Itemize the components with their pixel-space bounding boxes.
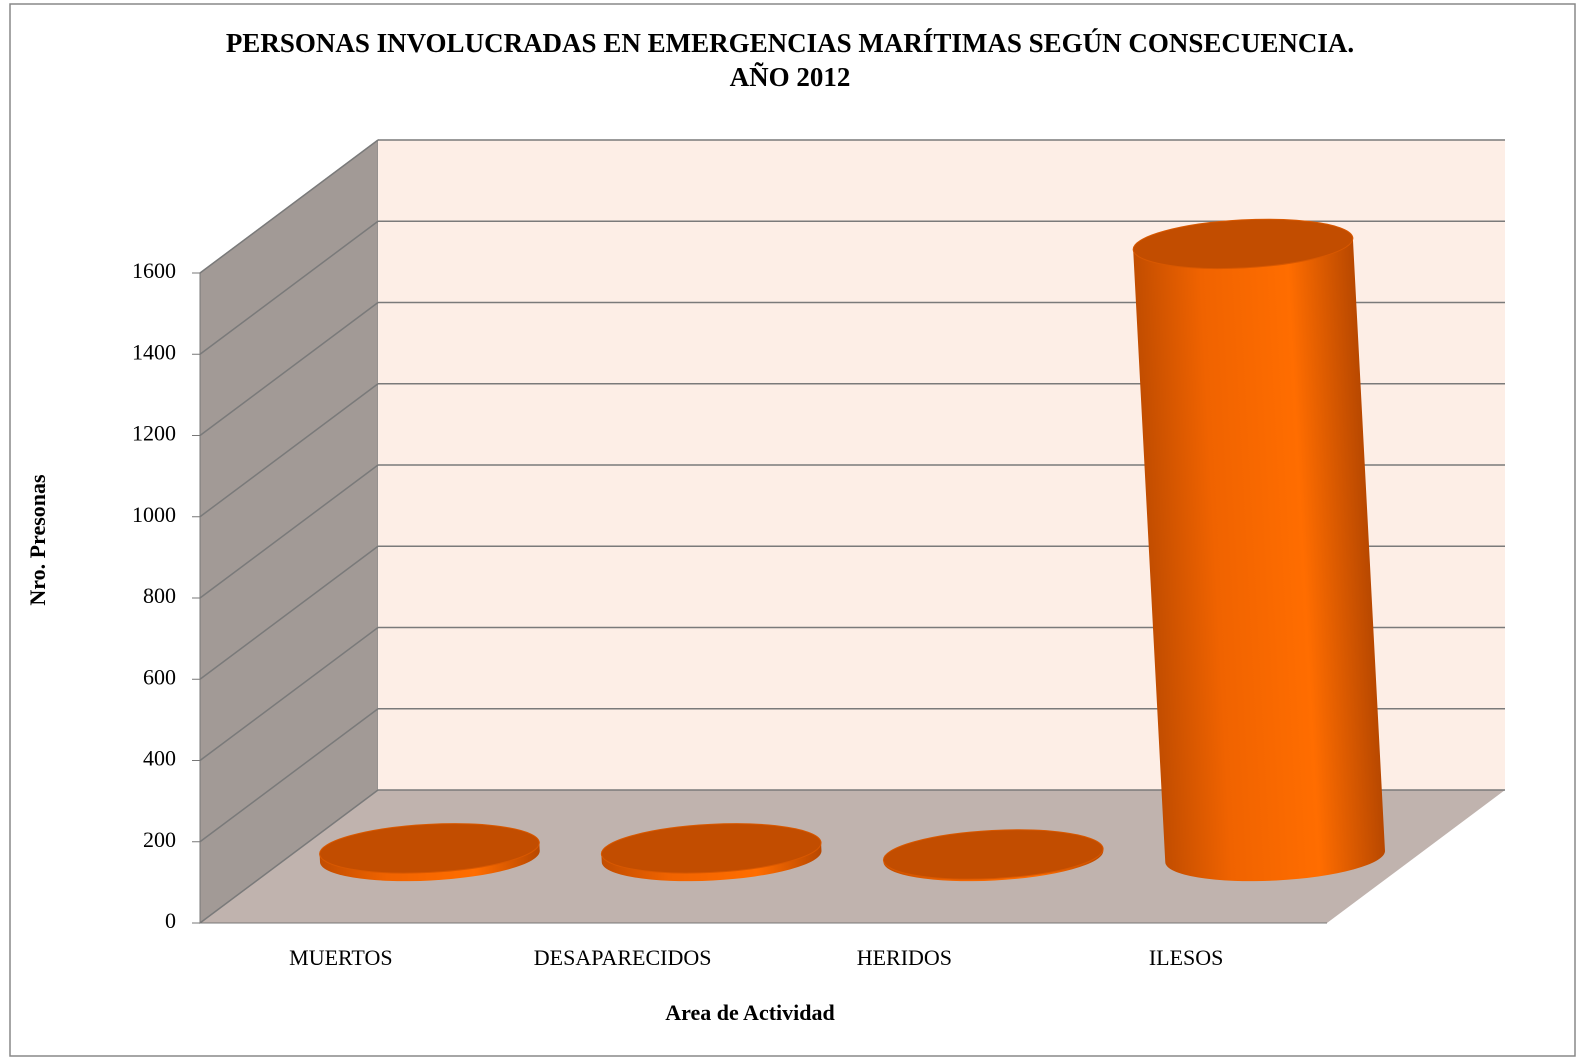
y-axis-label: Nro. Presonas xyxy=(25,474,50,606)
x-tick-label: HERIDOS xyxy=(857,945,952,970)
chart-title: AÑO 2012 xyxy=(730,62,851,92)
cylinder-top xyxy=(1132,218,1354,270)
grid-line xyxy=(199,220,379,355)
grid-line xyxy=(199,301,379,437)
grid-line xyxy=(199,139,379,274)
y-tick-label: 800 xyxy=(143,583,176,608)
y-tick-label: 0 xyxy=(165,908,176,933)
grid-line xyxy=(199,708,379,843)
y-tick-label: 1400 xyxy=(132,339,176,364)
x-tick-label: MUERTOS xyxy=(289,945,392,970)
grid-line xyxy=(199,383,379,518)
x-tick-label: ILESOS xyxy=(1149,945,1224,970)
x-axis-label: Area de Actividad xyxy=(665,1000,834,1025)
grid-line xyxy=(199,789,379,924)
cylinder-top xyxy=(600,823,822,874)
y-tick-label: 200 xyxy=(143,827,176,852)
cylinder-top xyxy=(882,829,1104,880)
cylinder-top xyxy=(319,823,540,874)
y-tick-label: 1600 xyxy=(132,258,176,283)
grid-line xyxy=(199,545,379,680)
y-tick-label: 1200 xyxy=(132,421,176,446)
y-tick-label: 600 xyxy=(143,664,176,689)
y-tick-label: 400 xyxy=(143,746,176,771)
chart-title: PERSONAS INVOLUCRADAS EN EMERGENCIAS MAR… xyxy=(226,28,1354,58)
cylinder xyxy=(1133,238,1385,882)
grid-line xyxy=(199,626,379,762)
y-tick-label: 1000 xyxy=(132,502,176,527)
grid-line xyxy=(199,464,379,599)
x-tick-label: DESAPARECIDOS xyxy=(534,945,712,970)
